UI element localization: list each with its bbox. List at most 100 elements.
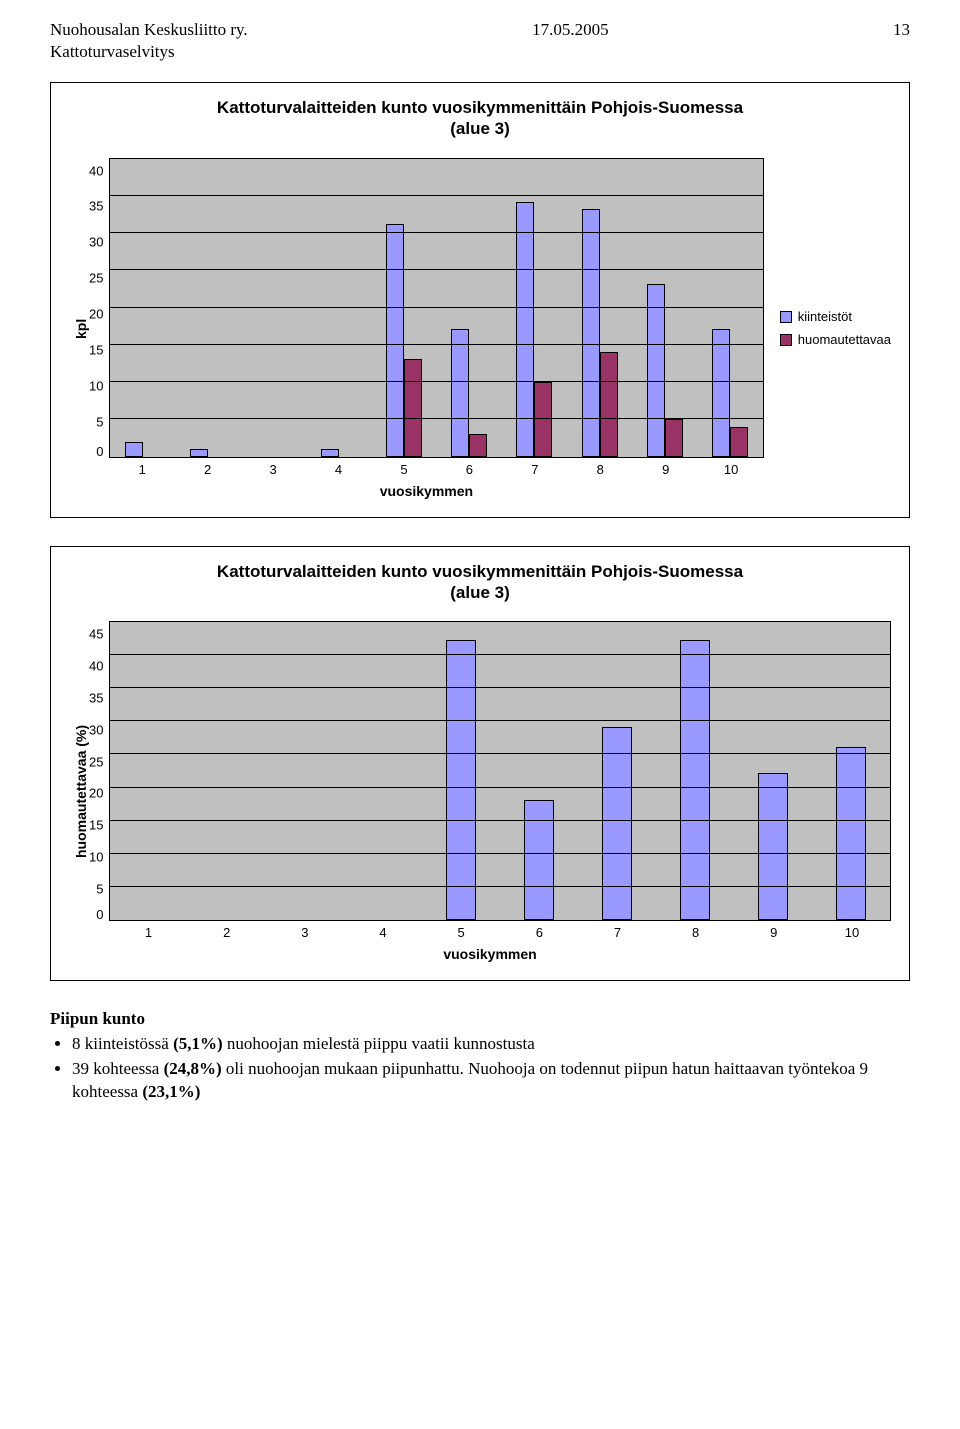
- chart-1-title: Kattoturvalaitteiden kunto vuosikymmenit…: [69, 97, 891, 140]
- y-tick-label: 5: [89, 415, 103, 428]
- gridline: [110, 654, 890, 655]
- y-tick-label: 10: [89, 851, 103, 864]
- chart-2-xlabel: vuosikymmen: [443, 946, 536, 962]
- x-tick-label: 9: [735, 921, 813, 940]
- bar-group: [500, 800, 578, 920]
- bar-group: [567, 209, 632, 457]
- gridline: [110, 195, 762, 196]
- x-tick-label: 3: [240, 458, 305, 477]
- x-tick-label: 5: [422, 921, 500, 940]
- x-tick-label: 6: [500, 921, 578, 940]
- x-tick-label: 7: [502, 458, 567, 477]
- x-tick-label: 2: [175, 458, 240, 477]
- y-tick-label: 0: [89, 908, 103, 921]
- text: 8 kiinteistössä: [72, 1034, 173, 1053]
- gridline: [110, 886, 890, 887]
- x-tick-label: 1: [109, 921, 187, 940]
- bar-group: [812, 747, 890, 920]
- bullet-list: 8 kiinteistössä (5,1%) nuohoojan mielest…: [72, 1033, 910, 1104]
- gridline: [110, 687, 890, 688]
- chart-2-yticks: 454035302520151050: [89, 621, 109, 921]
- page-number: 13: [893, 20, 910, 40]
- chart-1-yticks: 4035302520151050: [89, 158, 109, 458]
- bar: [712, 329, 730, 457]
- doc-subtitle: Kattoturvaselvitys: [50, 42, 910, 62]
- bar: [404, 359, 422, 457]
- org-name: Nuohousalan Keskusliitto ry.: [50, 20, 248, 40]
- y-tick-label: 15: [89, 819, 103, 832]
- bar-group: [578, 727, 656, 920]
- gridline: [110, 232, 762, 233]
- chart-1-frame: Kattoturvalaitteiden kunto vuosikymmenit…: [50, 82, 910, 518]
- x-tick-label: 3: [266, 921, 344, 940]
- y-tick-label: 35: [89, 691, 103, 704]
- gridline: [110, 307, 762, 308]
- x-tick-label: 1: [109, 458, 174, 477]
- x-tick-label: 2: [188, 921, 266, 940]
- x-tick-label: 4: [306, 458, 371, 477]
- gridline: [110, 753, 890, 754]
- bar-group: [306, 449, 371, 457]
- gridline: [110, 418, 762, 419]
- bar: [582, 209, 600, 457]
- gridline: [110, 269, 762, 270]
- y-tick-label: 40: [89, 164, 103, 177]
- bold-text: (5,1%): [173, 1034, 223, 1053]
- bold-text: (24,8%): [164, 1059, 222, 1078]
- legend-label: kiinteistöt: [798, 309, 852, 324]
- y-tick-label: 35: [89, 200, 103, 213]
- y-tick-label: 10: [89, 379, 103, 392]
- chart-2-title: Kattoturvalaitteiden kunto vuosikymmenit…: [69, 561, 891, 604]
- y-tick-label: 40: [89, 659, 103, 672]
- gridline: [110, 787, 890, 788]
- chart-2-plot-area: [109, 621, 891, 921]
- x-tick-label: 9: [633, 458, 698, 477]
- bar-group: [656, 640, 734, 920]
- bar: [386, 224, 404, 457]
- y-tick-label: 0: [89, 445, 103, 458]
- bar-group: [632, 284, 697, 457]
- bar: [647, 284, 665, 457]
- bar: [680, 640, 710, 920]
- y-tick-label: 20: [89, 787, 103, 800]
- bar-group: [176, 449, 241, 457]
- x-tick-label: 4: [344, 921, 422, 940]
- gridline: [110, 853, 890, 854]
- y-tick-label: 15: [89, 343, 103, 356]
- legend-swatch: [780, 311, 792, 323]
- x-tick-label: 7: [578, 921, 656, 940]
- bar: [321, 449, 339, 457]
- bar-group: [437, 329, 502, 457]
- x-tick-label: 5: [371, 458, 436, 477]
- x-tick-label: 8: [568, 458, 633, 477]
- bar: [758, 773, 788, 920]
- bold-text: (23,1%): [142, 1082, 200, 1101]
- chart-1-legend: kiinteistöt huomautettavaa: [764, 158, 891, 499]
- bar-group: [698, 329, 763, 457]
- x-tick-label: 10: [813, 921, 891, 940]
- doc-header: Nuohousalan Keskusliitto ry. 17.05.2005 …: [50, 20, 910, 40]
- chart-2-ylabel: huomautettavaa (%): [69, 621, 89, 962]
- chart-2-frame: Kattoturvalaitteiden kunto vuosikymmenit…: [50, 546, 910, 982]
- x-tick-label: 8: [657, 921, 735, 940]
- bar-group: [371, 224, 436, 457]
- bar-group: [734, 773, 812, 920]
- y-tick-label: 30: [89, 236, 103, 249]
- bar: [125, 442, 143, 457]
- bar: [665, 419, 683, 457]
- bar-group: [422, 640, 500, 920]
- y-tick-label: 45: [89, 628, 103, 641]
- section-heading: Piipun kunto: [50, 1009, 910, 1029]
- y-tick-label: 30: [89, 723, 103, 736]
- y-tick-label: 20: [89, 308, 103, 321]
- legend-swatch: [780, 334, 792, 346]
- bar: [451, 329, 469, 457]
- legend-label: huomautettavaa: [798, 332, 891, 347]
- text: 39 kohteessa: [72, 1059, 164, 1078]
- text: nuohoojan mielestä piippu vaatii kunnost…: [223, 1034, 535, 1053]
- chart-1-xlabel: vuosikymmen: [380, 483, 473, 499]
- bar-group: [110, 442, 175, 457]
- x-tick-label: 6: [437, 458, 502, 477]
- x-tick-label: 10: [698, 458, 763, 477]
- bar: [524, 800, 554, 920]
